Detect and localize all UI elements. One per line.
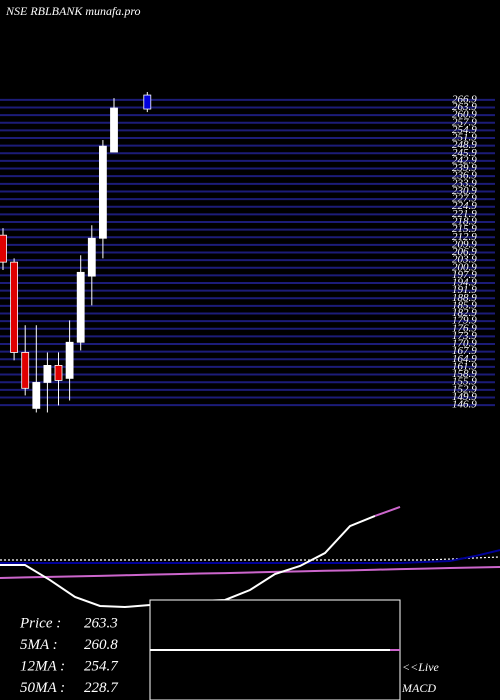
candle-body xyxy=(87,237,96,277)
y-tick-label: 173.9 xyxy=(452,330,477,342)
live-label: <<Live xyxy=(402,660,440,674)
y-tick-label: 170.9 xyxy=(452,338,477,350)
y-tick-label: 248.9 xyxy=(452,139,477,151)
y-tick-label: 266.9 xyxy=(452,93,477,105)
candle-body xyxy=(10,261,19,353)
y-tick-label: 251.9 xyxy=(452,132,477,144)
y-tick-label: 188.9 xyxy=(452,292,477,304)
y-tick-label: 257.9 xyxy=(452,116,477,128)
candle-body xyxy=(32,382,41,409)
indicator-line xyxy=(374,506,401,517)
candle-body xyxy=(21,352,30,389)
y-tick-label: 158.9 xyxy=(452,368,477,380)
y-tick-label: 185.9 xyxy=(452,299,477,311)
y-tick-label: 254.9 xyxy=(452,124,477,136)
candle-body xyxy=(65,341,74,379)
y-tick-label: 239.9 xyxy=(452,162,477,174)
indicator-line xyxy=(0,565,500,579)
y-tick-label: 176.9 xyxy=(452,322,477,334)
y-tick-label: 233.9 xyxy=(452,177,477,189)
info-label: 5MA : xyxy=(20,637,58,653)
y-tick-label: 224.9 xyxy=(452,200,477,212)
indicator-line xyxy=(0,556,500,561)
y-tick-label: 215.9 xyxy=(452,223,477,235)
info-panel: Price : 263.3 5MA : 260.8 12MA : 254.7 50MA : 2… xyxy=(19,615,119,696)
y-tick-label: 263.9 xyxy=(452,101,477,113)
y-tick-label: 206.9 xyxy=(452,246,477,258)
y-tick-label: 164.9 xyxy=(452,353,477,365)
indicator-lines xyxy=(0,506,500,609)
y-tick-label: 230.9 xyxy=(452,185,477,197)
y-tick-label: 227.9 xyxy=(452,193,477,205)
y-tick-label: 182.9 xyxy=(452,307,477,319)
y-tick-label: 242.9 xyxy=(452,154,477,166)
info-value: 228.7 xyxy=(84,680,119,696)
candle-body xyxy=(110,107,118,153)
info-label: Price : xyxy=(19,615,61,631)
y-tick-label: 155.9 xyxy=(452,376,477,388)
y-tick-label: 218.9 xyxy=(452,215,477,227)
candles xyxy=(0,92,152,413)
y-tick-label: 194.9 xyxy=(452,277,477,289)
y-tick-label: 203.9 xyxy=(452,254,477,266)
info-value: 260.8 xyxy=(84,637,118,653)
y-tick-label: 245.9 xyxy=(452,147,477,159)
y-tick-label: 152.9 xyxy=(452,383,477,395)
candle-body xyxy=(43,365,52,383)
y-tick-label: 236.9 xyxy=(452,170,477,182)
info-value: 254.7 xyxy=(84,658,119,674)
candle-body xyxy=(0,234,7,263)
candle-body xyxy=(99,145,107,239)
y-tick-label: 197.9 xyxy=(452,269,477,281)
y-tick-label: 179.9 xyxy=(452,315,477,327)
y-tick-label: 221.9 xyxy=(452,208,477,220)
y-tick-label: 146.9 xyxy=(452,399,477,411)
candle-body xyxy=(54,365,63,381)
info-label: 12MA : xyxy=(20,658,65,674)
y-tick-label: 212.9 xyxy=(452,231,477,243)
y-tick-label: 209.9 xyxy=(452,238,477,250)
candle-body xyxy=(76,271,85,343)
indicator-line xyxy=(0,549,500,564)
y-tick-label: 161.9 xyxy=(452,360,477,372)
y-tick-label: 167.9 xyxy=(452,345,477,357)
candle-body xyxy=(143,94,152,110)
grid: 146.9149.9152.9155.9158.9161.9164.9167.9… xyxy=(0,93,495,411)
info-label: 50MA : xyxy=(20,680,65,696)
chart-title: NSE RBLBANK munafa.pro xyxy=(5,4,141,18)
y-tick-label: 200.9 xyxy=(452,261,477,273)
macd-label: MACD xyxy=(401,681,436,695)
y-tick-label: 149.9 xyxy=(452,391,477,403)
y-tick-label: 260.9 xyxy=(452,109,477,121)
y-tick-label: 191.9 xyxy=(452,284,477,296)
info-value: 263.3 xyxy=(84,615,118,631)
